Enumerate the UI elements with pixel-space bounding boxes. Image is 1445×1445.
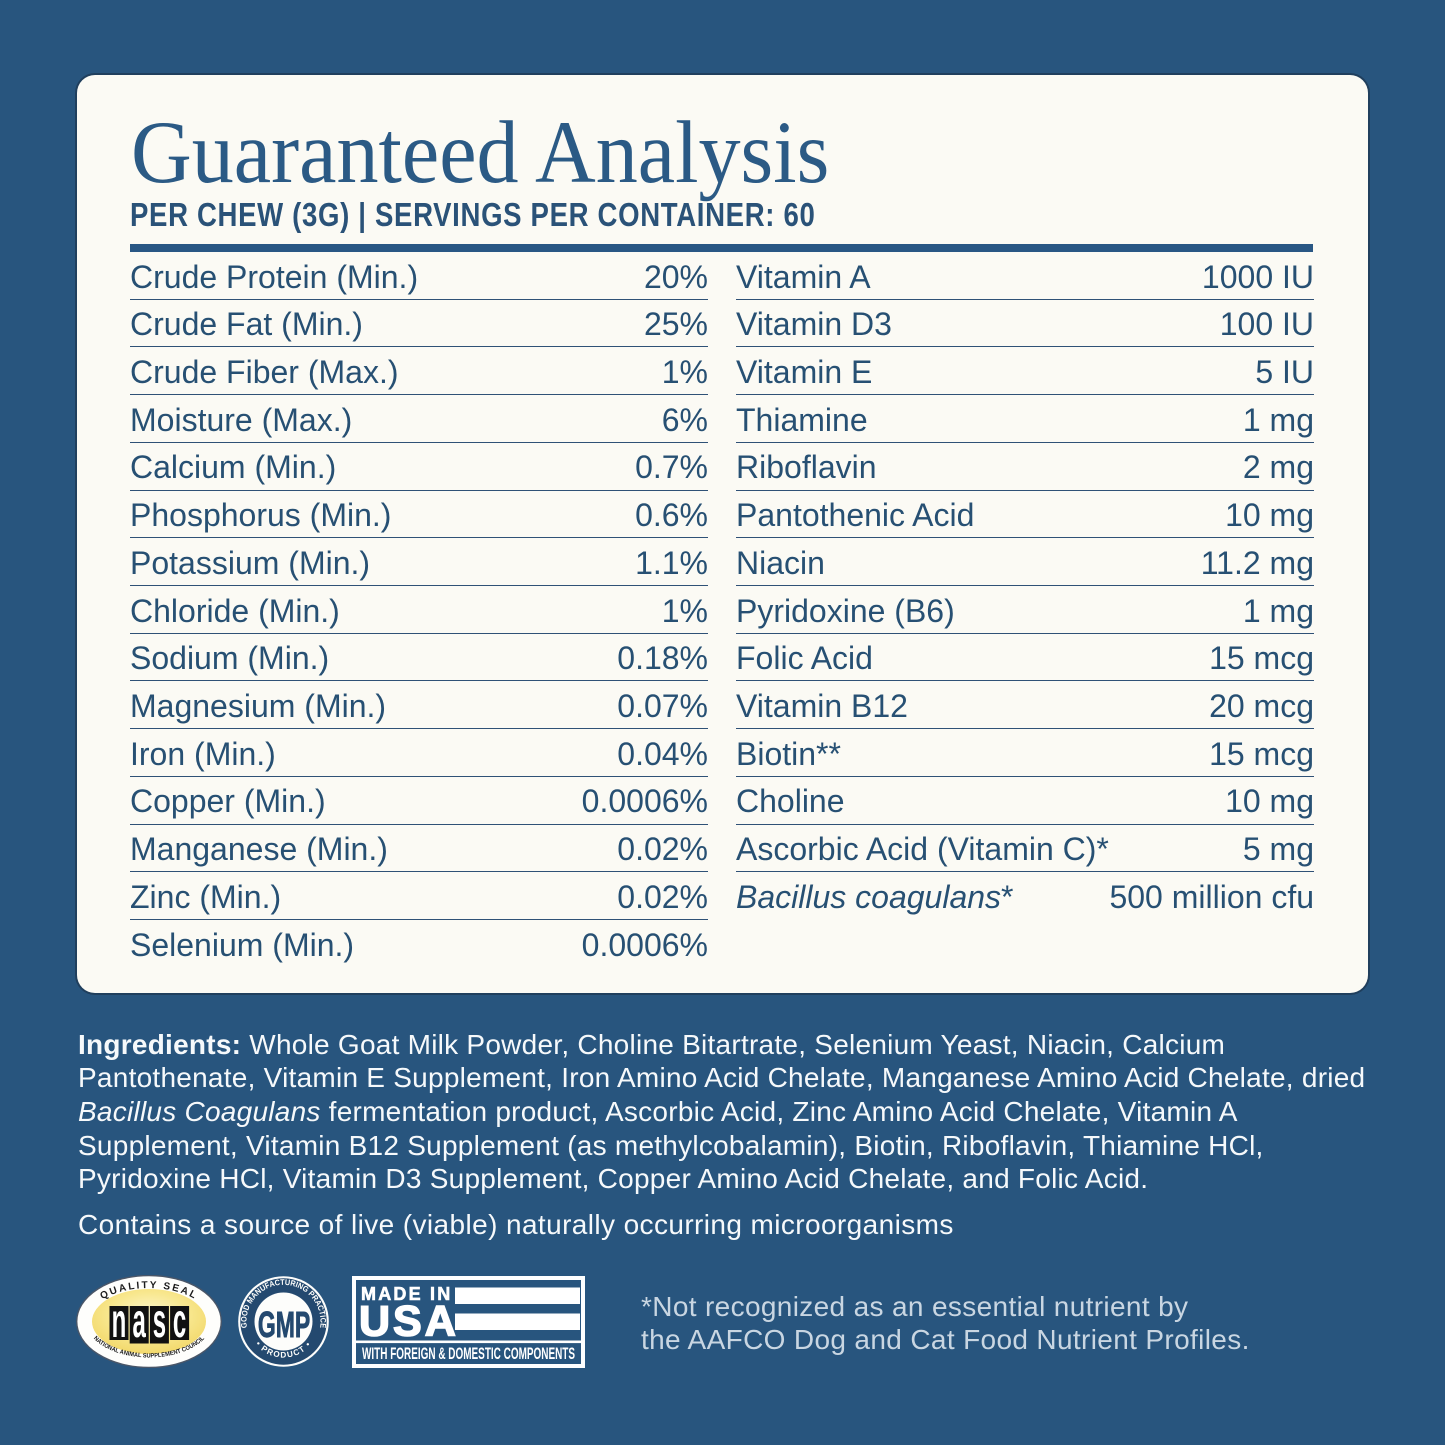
svg-text:WITH FOREIGN & DOMESTIC COMPON: WITH FOREIGN & DOMESTIC COMPONENTS — [362, 1345, 575, 1363]
svg-text:c: c — [173, 1294, 186, 1349]
svg-text:MADE IN: MADE IN — [361, 1284, 452, 1304]
svg-text:GMP: GMP — [258, 1304, 310, 1345]
svg-text:n: n — [112, 1294, 127, 1349]
svg-text:s: s — [153, 1294, 166, 1349]
svg-text:a: a — [133, 1294, 147, 1349]
svg-text:USA: USA — [359, 1298, 459, 1346]
